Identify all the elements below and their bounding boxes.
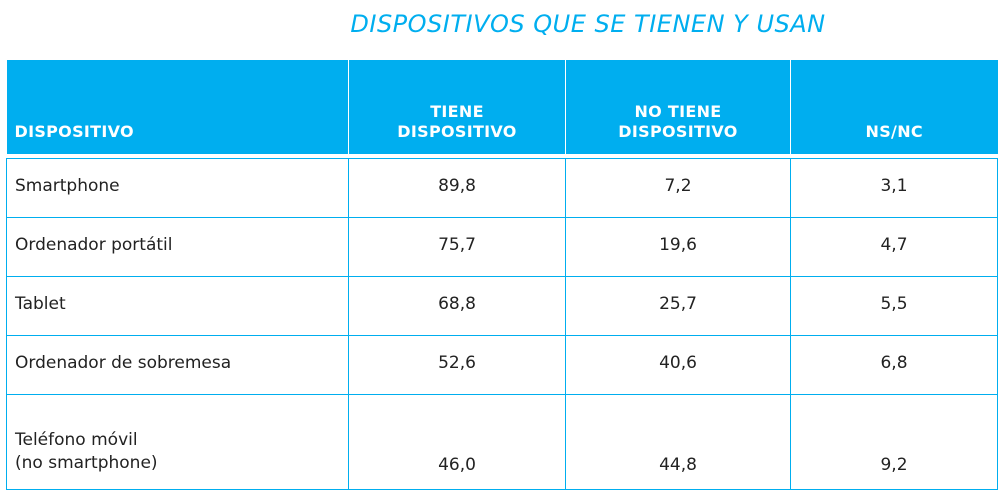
column-header-tiene: TIENE DISPOSITIVO <box>348 60 566 154</box>
tiene-cell: 52,6 <box>348 335 566 395</box>
no-tiene-cell: 40,6 <box>565 335 791 395</box>
tiene-cell: 46,0 <box>348 394 566 490</box>
tiene-cell: 68,8 <box>348 276 566 336</box>
tiene-cell: 89,8 <box>348 158 566 218</box>
devices-table: DISPOSITIVO TIENE DISPOSITIVO NO TIENE D… <box>6 60 998 490</box>
no-tiene-cell: 25,7 <box>565 276 791 336</box>
no-tiene-cell: 7,2 <box>565 158 791 218</box>
nsnc-cell: 4,7 <box>790 217 998 277</box>
device-cell: Tablet <box>6 276 349 336</box>
column-header-no-tiene: NO TIENE DISPOSITIVO <box>565 60 791 154</box>
device-cell: Ordenador de sobremesa <box>6 335 349 395</box>
table-row: Ordenador portátil 75,7 19,6 4,7 <box>6 217 998 277</box>
nsnc-cell: 3,1 <box>790 158 998 218</box>
column-header-line: NS/NC <box>865 122 923 141</box>
header-spacer <box>6 154 998 159</box>
column-header-dispositivo: DISPOSITIVO <box>6 60 349 154</box>
tiene-cell: 75,7 <box>348 217 566 277</box>
no-tiene-cell: 44,8 <box>565 394 791 490</box>
nsnc-cell: 6,8 <box>790 335 998 395</box>
device-cell: Smartphone <box>6 158 349 218</box>
no-tiene-cell: 19,6 <box>565 217 791 277</box>
device-line: (no smartphone) <box>15 453 158 473</box>
column-header-line: TIENE <box>430 102 484 121</box>
column-header-line: DISPOSITIVO <box>14 122 134 141</box>
device-cell: Ordenador portátil <box>6 217 349 277</box>
column-header-line: DISPOSITIVO <box>618 122 738 141</box>
page-title: DISPOSITIVOS QUE SE TIENEN Y USAN <box>350 10 826 38</box>
column-header-line: NO TIENE <box>634 102 722 121</box>
column-header-line: DISPOSITIVO <box>397 122 517 141</box>
nsnc-cell: 9,2 <box>790 394 998 490</box>
table-header-row: DISPOSITIVO TIENE DISPOSITIVO NO TIENE D… <box>6 60 998 154</box>
device-line: Teléfono móvil <box>15 430 138 450</box>
table-row: Tablet 68,8 25,7 5,5 <box>6 276 998 336</box>
column-header-nsnc: NS/NC <box>790 60 998 154</box>
table-row: Teléfono móvil (no smartphone) 46,0 44,8… <box>6 394 998 490</box>
device-cell: Teléfono móvil (no smartphone) <box>6 394 349 490</box>
table-row: Smartphone 89,8 7,2 3,1 <box>6 158 998 218</box>
table-row: Ordenador de sobremesa 52,6 40,6 6,8 <box>6 335 998 395</box>
nsnc-cell: 5,5 <box>790 276 998 336</box>
